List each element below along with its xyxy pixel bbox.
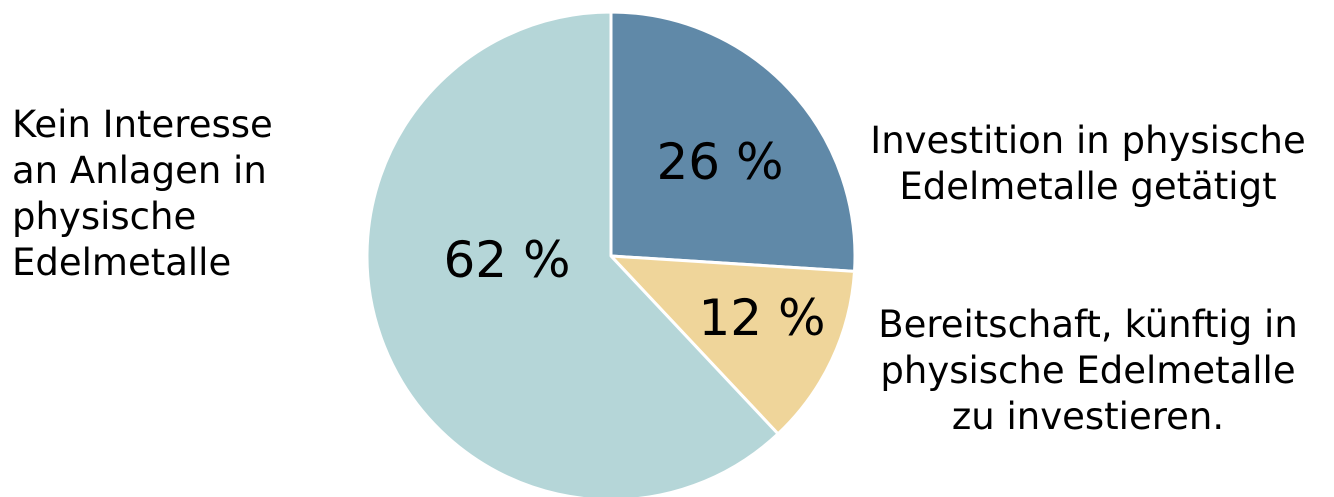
pie-slice-invested [609, 10, 857, 273]
category-label-willing: Bereitschaft, künftig in physische Edelm… [868, 302, 1308, 440]
slice-value-label-invested: 26 % [656, 133, 784, 191]
category-label-line: physische Edelmetalle [880, 349, 1296, 392]
category-label-line: Edelmetalle getätigt [899, 165, 1277, 208]
slice-value-label-no-interest: 62 % [443, 231, 571, 289]
category-label-line: Edelmetalle [12, 241, 232, 284]
category-label-line: Kein Interesse [12, 103, 273, 146]
category-label-line: an Anlagen in [12, 149, 267, 192]
category-label-line: physische [12, 195, 197, 238]
category-label-invested: Investition in physische Edelmetalle get… [848, 118, 1328, 210]
category-label-line: Bereitschaft, künftig in [878, 303, 1298, 346]
pie-slice-no-interest [365, 10, 780, 497]
category-label-line: zu investieren. [951, 395, 1225, 438]
category-label-line: Investition in physische [870, 119, 1306, 162]
slice-value-label-willing: 12 % [698, 289, 826, 347]
category-label-no-interest: Kein Interesse an Anlagen in physische E… [12, 102, 273, 286]
pie-slice-willing [609, 254, 857, 436]
